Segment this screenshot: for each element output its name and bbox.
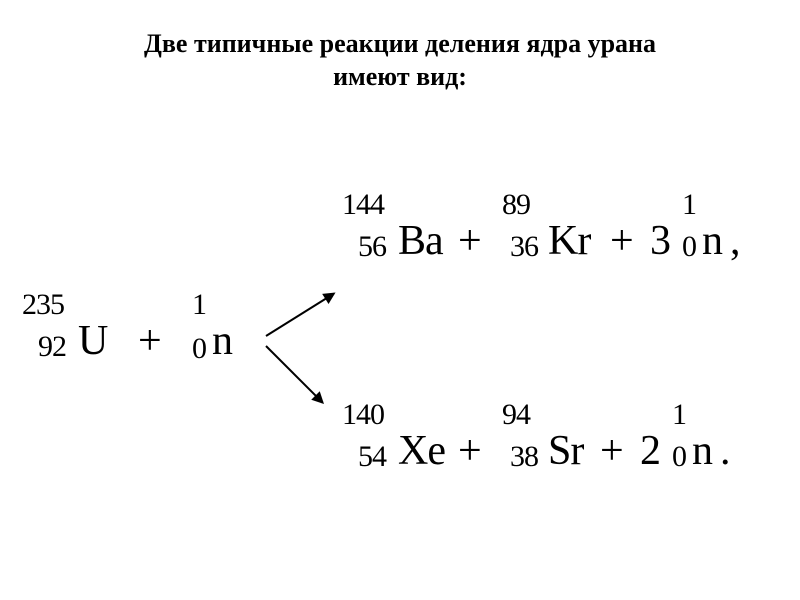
b2-plus2: + (600, 430, 624, 472)
nuclide-n-reactant: 1 0 n (200, 320, 232, 362)
b1-coef: 3 (650, 220, 671, 262)
nuclide-Kr: 89 36 Kr (530, 220, 590, 262)
b2-plus1: + (458, 430, 482, 472)
page-title: Две типичные реакции деления ядра урана … (0, 28, 800, 93)
Kr-Z: 36 (510, 232, 538, 262)
title-line-1: Две типичные реакции деления ядра урана (144, 29, 656, 58)
b1-plus1: + (458, 220, 482, 262)
Sr-mass: 94 (502, 400, 530, 430)
U-mass: 235 (22, 290, 64, 320)
n-Z-b1: 0 (682, 232, 696, 262)
Xe-Z: 54 (358, 442, 386, 472)
Xe-mass: 140 (342, 400, 384, 430)
b2-coef: 2 (640, 430, 661, 472)
b1-end: , (730, 220, 741, 262)
nuclide-Ba: 144 56 Ba (380, 220, 443, 262)
Kr-mass: 89 (502, 190, 530, 220)
arrow-lower (265, 345, 323, 403)
Sr-Z: 38 (510, 442, 538, 472)
b1-plus2: + (610, 220, 634, 262)
n-mass-react: 1 (192, 290, 206, 320)
U-symbol: U (60, 320, 107, 362)
nuclide-n-b1: 1 0 n (690, 220, 722, 262)
nuclide-Sr: 94 38 Sr (530, 430, 583, 472)
n-Z-b2: 0 (672, 442, 686, 472)
nuclide-n-b2: 1 0 n (680, 430, 712, 472)
Sr-symbol: Sr (530, 430, 583, 472)
n-mass-b2: 1 (672, 400, 686, 430)
arrow-upper (265, 293, 334, 337)
U-Z: 92 (38, 332, 66, 362)
Kr-symbol: Kr (530, 220, 590, 262)
nuclide-U: 235 92 U (60, 320, 150, 362)
Ba-Z: 56 (358, 232, 386, 262)
Ba-symbol: Ba (380, 220, 443, 262)
title-line-2: имеют вид: (333, 62, 467, 91)
n-mass-b1: 1 (682, 190, 696, 220)
n-Z-react: 0 (192, 334, 206, 364)
equation-stage: 235 92 U + 1 0 n 144 56 Ba + 89 36 Kr + … (0, 120, 800, 580)
b2-end: . (720, 430, 731, 472)
Ba-mass: 144 (342, 190, 384, 220)
nuclide-Xe: 140 54 Xe (380, 430, 445, 472)
Xe-symbol: Xe (380, 430, 445, 472)
reactant-plus: + (138, 320, 162, 362)
